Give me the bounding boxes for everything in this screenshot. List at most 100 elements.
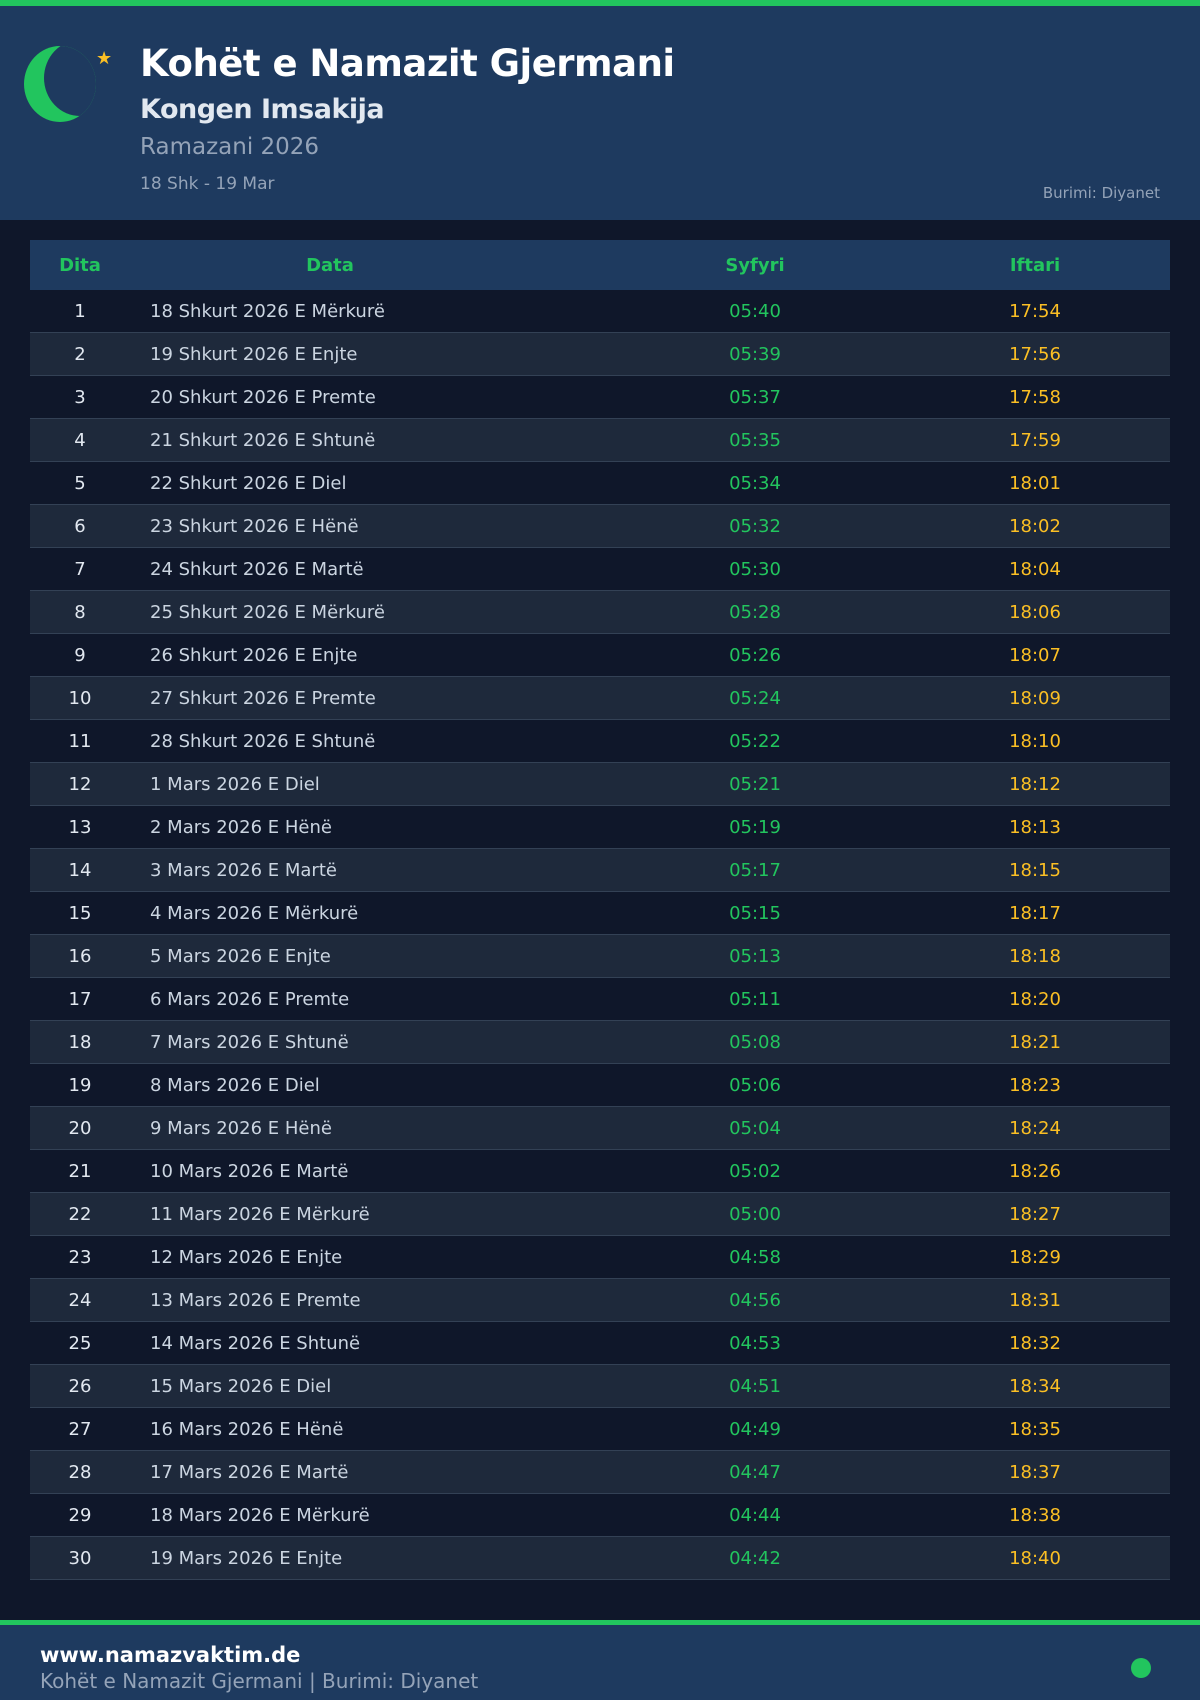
cell-suhoor: 05:06 xyxy=(729,1074,781,1096)
cell-day: 28 xyxy=(68,1461,92,1483)
cell-day: 19 xyxy=(68,1074,92,1096)
cell-day: 5 xyxy=(74,472,86,494)
cell-date: 21 Shkurt 2026 E Shtunë xyxy=(150,429,376,451)
cell-iftar: 18:23 xyxy=(1009,1074,1061,1096)
cell-suhoor: 05:02 xyxy=(729,1160,781,1182)
cell-date: 5 Mars 2026 E Enjte xyxy=(150,945,331,967)
cell-iftar: 18:07 xyxy=(1009,644,1061,666)
table-row: 1 18 Shkurt 2026 E Mërkurë 05:40 17:54 xyxy=(30,290,1170,333)
cell-day: 18 xyxy=(68,1031,92,1053)
cell-date: 9 Mars 2026 E Hënë xyxy=(150,1117,332,1139)
cell-date: 6 Mars 2026 E Premte xyxy=(150,988,350,1010)
cell-suhoor: 05:19 xyxy=(729,816,781,838)
cell-date: 17 Mars 2026 E Martë xyxy=(150,1461,349,1483)
table-row: 23 12 Mars 2026 E Enjte 04:58 18:29 xyxy=(30,1236,1170,1279)
table-row: 19 8 Mars 2026 E Diel 05:06 18:23 xyxy=(30,1064,1170,1107)
cell-day: 13 xyxy=(68,816,92,838)
cell-date: 20 Shkurt 2026 E Premte xyxy=(150,386,376,408)
website-link[interactable]: www.namazvaktim.de xyxy=(40,1643,301,1667)
cell-iftar: 18:15 xyxy=(1009,859,1061,881)
city-title: Kongen Imsakija xyxy=(140,94,385,125)
table-row: 11 28 Shkurt 2026 E Shtunë 05:22 18:10 xyxy=(30,720,1170,763)
table-row: 14 3 Mars 2026 E Martë 05:17 18:15 xyxy=(30,849,1170,892)
cell-suhoor: 05:22 xyxy=(729,730,781,752)
cell-day: 7 xyxy=(74,558,86,580)
cell-date: 27 Shkurt 2026 E Premte xyxy=(150,687,376,709)
cell-suhoor: 05:00 xyxy=(729,1203,781,1225)
cell-date: 18 Mars 2026 E Mërkurë xyxy=(150,1504,370,1526)
table-row: 7 24 Shkurt 2026 E Martë 05:30 18:04 xyxy=(30,548,1170,591)
star-icon: ★ xyxy=(96,48,113,69)
footer-text: Kohët e Namazit Gjermani | Burimi: Diyan… xyxy=(40,1669,479,1693)
table-row: 12 1 Mars 2026 E Diel 05:21 18:12 xyxy=(30,763,1170,806)
table-row: 25 14 Mars 2026 E Shtunë 04:53 18:32 xyxy=(30,1322,1170,1365)
cell-iftar: 18:40 xyxy=(1009,1547,1061,1569)
table-row: 18 7 Mars 2026 E Shtunë 05:08 18:21 xyxy=(30,1021,1170,1064)
cell-suhoor: 05:35 xyxy=(729,429,781,451)
cell-date: 28 Shkurt 2026 E Shtunë xyxy=(150,730,376,752)
header-suhoor: Syfyri xyxy=(725,254,785,276)
cell-date: 11 Mars 2026 E Mërkurë xyxy=(150,1203,370,1225)
crescent-moon-icon xyxy=(24,46,96,122)
cell-iftar: 18:24 xyxy=(1009,1117,1061,1139)
cell-suhoor: 05:13 xyxy=(729,945,781,967)
table-row: 10 27 Shkurt 2026 E Premte 05:24 18:09 xyxy=(30,677,1170,720)
table-header: Dita Data Syfyri Iftari xyxy=(30,240,1170,290)
cell-date: 1 Mars 2026 E Diel xyxy=(150,773,320,795)
cell-day: 8 xyxy=(74,601,86,623)
cell-iftar: 18:21 xyxy=(1009,1031,1061,1053)
cell-date: 2 Mars 2026 E Hënë xyxy=(150,816,332,838)
cell-day: 24 xyxy=(68,1289,92,1311)
cell-date: 14 Mars 2026 E Shtunë xyxy=(150,1332,361,1354)
cell-suhoor: 04:44 xyxy=(729,1504,781,1526)
status-dot-icon xyxy=(1131,1658,1151,1678)
cell-iftar: 18:20 xyxy=(1009,988,1061,1010)
cell-date: 25 Shkurt 2026 E Mërkurë xyxy=(150,601,385,623)
table-row: 6 23 Shkurt 2026 E Hënë 05:32 18:02 xyxy=(30,505,1170,548)
cell-date: 3 Mars 2026 E Martë xyxy=(150,859,337,881)
cell-date: 24 Shkurt 2026 E Martë xyxy=(150,558,364,580)
table-row: 13 2 Mars 2026 E Hënë 05:19 18:13 xyxy=(30,806,1170,849)
cell-day: 21 xyxy=(68,1160,92,1182)
cell-day: 25 xyxy=(68,1332,92,1354)
cell-suhoor: 04:58 xyxy=(729,1246,781,1268)
table-row: 29 18 Mars 2026 E Mërkurë 04:44 18:38 xyxy=(30,1494,1170,1537)
cell-day: 20 xyxy=(68,1117,92,1139)
cell-iftar: 18:04 xyxy=(1009,558,1061,580)
cell-date: 22 Shkurt 2026 E Diel xyxy=(150,472,347,494)
table-row: 5 22 Shkurt 2026 E Diel 05:34 18:01 xyxy=(30,462,1170,505)
cell-suhoor: 04:49 xyxy=(729,1418,781,1440)
cell-iftar: 18:34 xyxy=(1009,1375,1061,1397)
cell-day: 29 xyxy=(68,1504,92,1526)
cell-suhoor: 04:51 xyxy=(729,1375,781,1397)
cell-suhoor: 05:24 xyxy=(729,687,781,709)
cell-day: 14 xyxy=(68,859,92,881)
cell-day: 30 xyxy=(68,1547,92,1569)
cell-date: 19 Shkurt 2026 E Enjte xyxy=(150,343,358,365)
cell-day: 2 xyxy=(74,343,86,365)
cell-suhoor: 04:42 xyxy=(729,1547,781,1569)
header-date: Data xyxy=(306,254,354,276)
cell-suhoor: 05:21 xyxy=(729,773,781,795)
cell-iftar: 17:58 xyxy=(1009,386,1061,408)
cell-iftar: 17:59 xyxy=(1009,429,1061,451)
cell-iftar: 18:32 xyxy=(1009,1332,1061,1354)
cell-day: 26 xyxy=(68,1375,92,1397)
page-title: Kohët e Namazit Gjermani xyxy=(140,42,675,85)
cell-day: 22 xyxy=(68,1203,92,1225)
cell-day: 27 xyxy=(68,1418,92,1440)
cell-iftar: 18:13 xyxy=(1009,816,1061,838)
cell-day: 17 xyxy=(68,988,92,1010)
cell-day: 4 xyxy=(74,429,86,451)
header-iftar: Iftari xyxy=(1009,254,1061,276)
cell-day: 12 xyxy=(68,773,92,795)
cell-suhoor: 04:47 xyxy=(729,1461,781,1483)
cell-day: 16 xyxy=(68,945,92,967)
cell-iftar: 18:09 xyxy=(1009,687,1061,709)
table-row: 16 5 Mars 2026 E Enjte 05:13 18:18 xyxy=(30,935,1170,978)
cell-date: 10 Mars 2026 E Martë xyxy=(150,1160,349,1182)
table-row: 17 6 Mars 2026 E Premte 05:11 18:20 xyxy=(30,978,1170,1021)
table-row: 8 25 Shkurt 2026 E Mërkurë 05:28 18:06 xyxy=(30,591,1170,634)
table-row: 20 9 Mars 2026 E Hënë 05:04 18:24 xyxy=(30,1107,1170,1150)
table-row: 24 13 Mars 2026 E Premte 04:56 18:31 xyxy=(30,1279,1170,1322)
